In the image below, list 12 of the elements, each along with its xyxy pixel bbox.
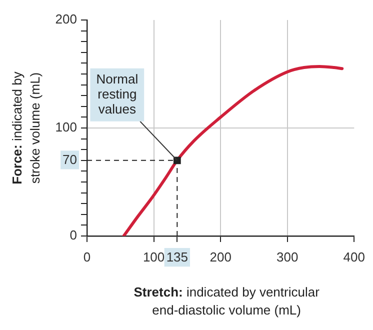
- x-tick-label: 300: [276, 249, 298, 264]
- x-axis-title: Stretch: indicated by ventricular end-diastolic volume (mL): [134, 284, 320, 318]
- y-tick-label: 70: [62, 152, 77, 167]
- x-tick-label: 0: [83, 249, 91, 264]
- y-tick-label: 100: [55, 120, 77, 135]
- y-tick-label: 0: [70, 228, 77, 243]
- x-tick-label: 100: [142, 249, 165, 264]
- x-tick-label: 400: [343, 249, 366, 264]
- y-tick-label: 200: [55, 12, 77, 27]
- annotation: Normal resting values: [96, 71, 138, 116]
- x-tick-label: 200: [210, 249, 232, 264]
- x-tick-label: 135: [166, 249, 188, 264]
